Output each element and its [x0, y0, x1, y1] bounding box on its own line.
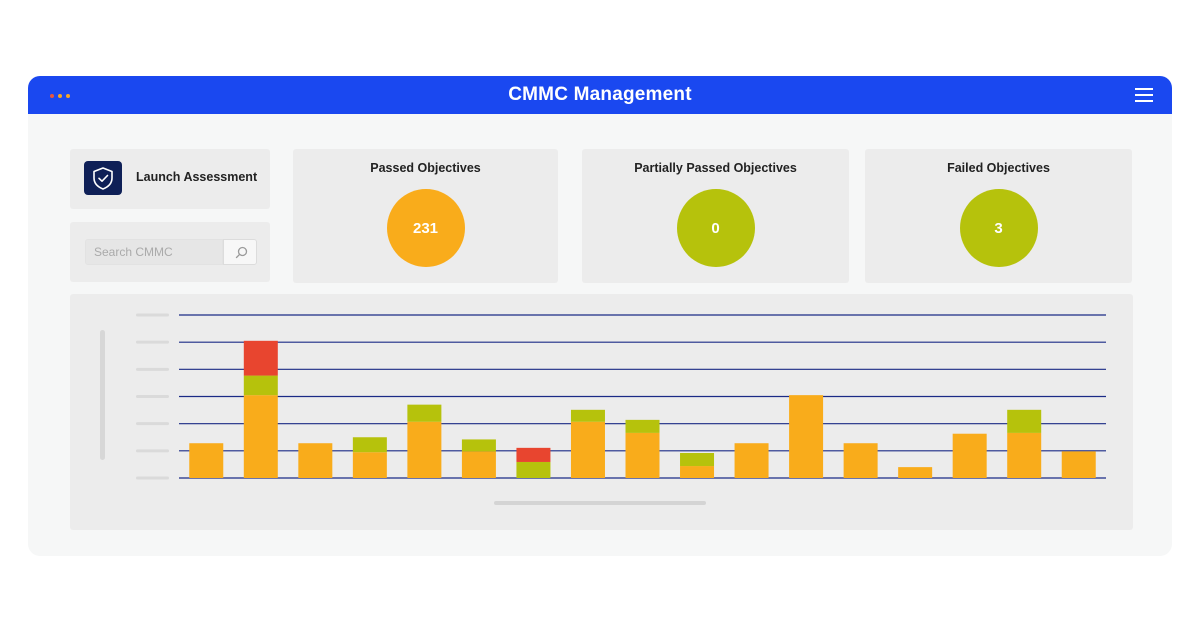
window-dot-minimize[interactable] [58, 94, 62, 98]
bar-segment [298, 443, 333, 478]
search-icon [235, 246, 248, 259]
stat-label: Failed Objectives [947, 161, 1050, 175]
bar-segment [898, 467, 933, 478]
launch-assessment-button[interactable]: Launch Assessment [70, 149, 270, 209]
horizontal-scrollbar [494, 501, 706, 505]
vertical-scrollbar [100, 330, 105, 460]
bar-segment [734, 443, 769, 478]
y-tick-placeholder [136, 367, 169, 371]
bar-segment [243, 340, 278, 376]
bar-segment [352, 452, 387, 478]
bar-segment [625, 432, 660, 478]
y-tick-placeholder [136, 422, 169, 426]
bar-segment [680, 453, 715, 467]
bar-segment [243, 375, 278, 396]
bar-segment [461, 439, 496, 452]
bar-segment [1007, 432, 1042, 478]
stat-label: Passed Objectives [370, 161, 481, 175]
objectives-chart-panel [70, 294, 1133, 530]
bar-segment [1007, 409, 1042, 433]
passed-objectives-count: 231 [386, 189, 465, 267]
bar-segment [625, 419, 660, 433]
search-panel [70, 222, 270, 282]
y-tick-placeholder [136, 449, 169, 453]
y-tick-placeholder [136, 340, 169, 344]
app-window: CMMC Management Launch Assessment Passed… [28, 76, 1172, 556]
objectives-bar-chart [100, 313, 1106, 505]
search-input[interactable] [85, 239, 223, 265]
bar-segment [243, 395, 278, 478]
window-controls [50, 94, 70, 98]
bar-segment [680, 466, 715, 478]
bar-segment [407, 421, 442, 478]
passed-objectives-card: Passed Objectives 231 [293, 149, 558, 283]
bar-segment [352, 437, 387, 453]
partially-passed-objectives-card: Partially Passed Objectives 0 [582, 149, 849, 283]
bar-segment [189, 443, 224, 478]
bar-segment [570, 421, 605, 478]
hamburger-menu-icon[interactable] [1135, 88, 1153, 102]
bar-segment [843, 443, 878, 478]
y-tick-placeholder [136, 313, 169, 317]
bar-segment [570, 409, 605, 422]
y-tick-placeholder [136, 395, 169, 398]
launch-assessment-label: Launch Assessment [136, 170, 258, 184]
search-button[interactable] [223, 239, 257, 265]
partially-passed-objectives-count: 0 [676, 189, 755, 267]
title-bar: CMMC Management [28, 76, 1172, 114]
shield-check-icon [84, 161, 122, 195]
bar-segment [516, 461, 551, 478]
bar-segment [952, 433, 987, 478]
window-dot-maximize[interactable] [66, 94, 70, 98]
y-tick-placeholder [136, 476, 169, 480]
window-dot-close[interactable] [50, 94, 54, 98]
bar-segment [461, 451, 496, 478]
bar-segment [789, 395, 824, 478]
bar-segment [1061, 451, 1096, 478]
failed-objectives-card: Failed Objectives 3 [865, 149, 1132, 283]
failed-objectives-count: 3 [959, 189, 1038, 267]
app-title: CMMC Management [508, 84, 692, 105]
stat-label: Partially Passed Objectives [634, 161, 797, 175]
bar-segment [516, 447, 551, 462]
bar-segment [407, 404, 442, 422]
